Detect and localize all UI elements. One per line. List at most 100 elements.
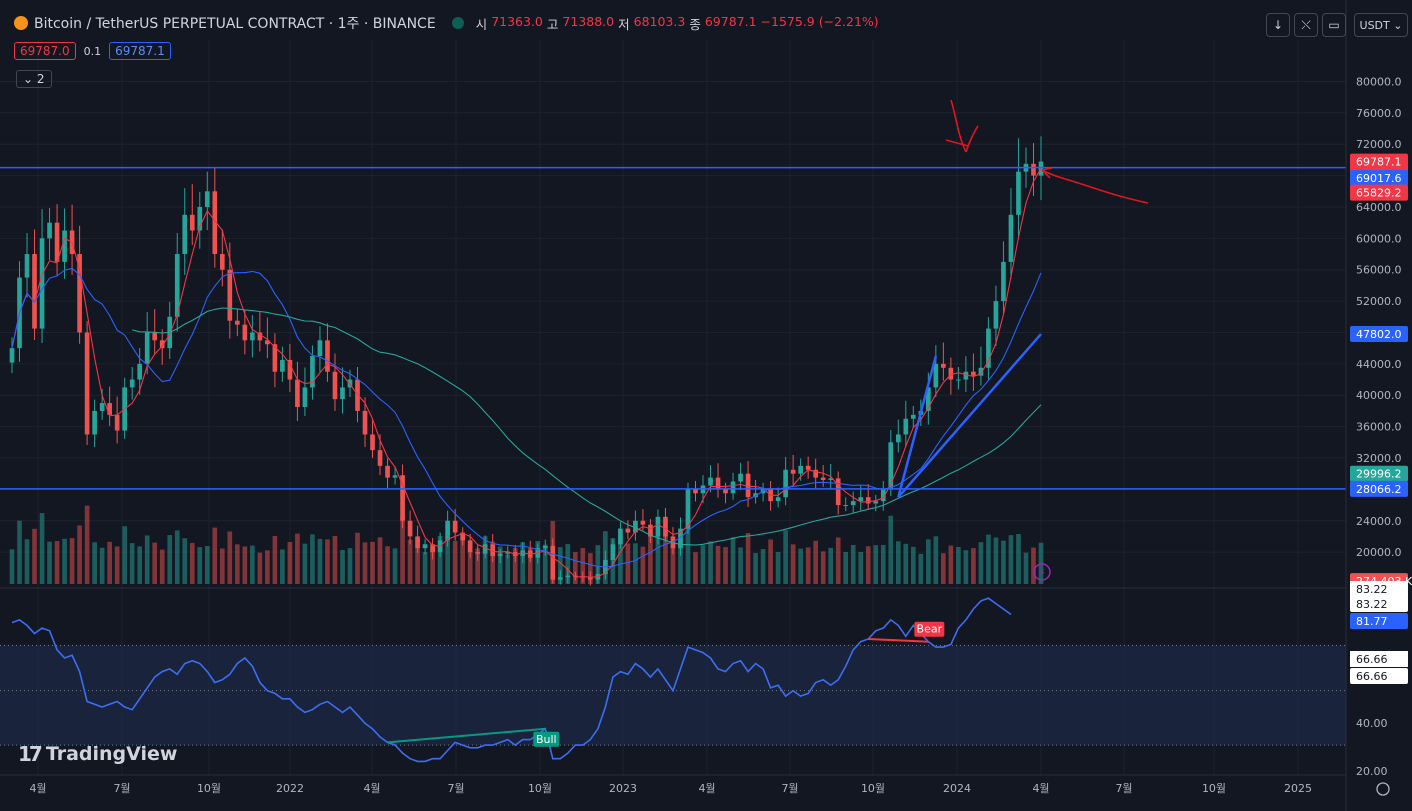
volume-bar bbox=[505, 554, 511, 584]
candle-body bbox=[430, 544, 435, 553]
candle-body bbox=[295, 379, 300, 408]
volume-bar bbox=[452, 541, 458, 584]
price-label-bg bbox=[1350, 465, 1408, 482]
high-label: 고 bbox=[546, 16, 559, 32]
hand-drawn-arrow bbox=[1041, 167, 1149, 204]
indicators-toggle-button[interactable]: ⌄ 2 bbox=[16, 70, 52, 88]
volume-bar bbox=[640, 546, 646, 584]
bitcoin-logo-icon bbox=[14, 16, 28, 30]
candle-body bbox=[850, 501, 856, 506]
candle-body bbox=[640, 520, 646, 525]
candle-body bbox=[956, 379, 961, 381]
candle-body bbox=[1008, 214, 1014, 262]
volume-bar bbox=[926, 539, 931, 584]
candle-body bbox=[415, 536, 420, 549]
candle-body bbox=[467, 540, 473, 553]
volume-bar bbox=[24, 539, 30, 584]
volume-bar bbox=[122, 526, 127, 584]
candle-body bbox=[835, 478, 841, 506]
volume-bar bbox=[595, 545, 601, 584]
volume-bar bbox=[265, 550, 270, 584]
fullscreen-icon[interactable]: ▭ bbox=[1322, 13, 1346, 37]
candle-body bbox=[730, 481, 736, 494]
volume-bar bbox=[152, 542, 158, 584]
volume-bar bbox=[430, 544, 435, 584]
candle-body bbox=[557, 577, 563, 580]
candle-body bbox=[317, 340, 323, 357]
volume-bar bbox=[1001, 540, 1006, 584]
volume-bar bbox=[159, 549, 165, 584]
volume-bar bbox=[437, 536, 443, 584]
volume-bar bbox=[685, 513, 691, 584]
volume-bar bbox=[648, 535, 653, 584]
candle-body bbox=[805, 465, 811, 470]
price-label-bg bbox=[1350, 326, 1408, 343]
candle-body bbox=[287, 359, 293, 380]
candle-body bbox=[62, 230, 67, 262]
volume-bar bbox=[182, 538, 188, 584]
price-label: 29996.2 bbox=[1356, 468, 1402, 481]
collapse-icon[interactable]: ⤬ bbox=[1294, 13, 1318, 37]
candle-body bbox=[392, 475, 398, 478]
candle-body bbox=[129, 379, 135, 388]
candle-body bbox=[77, 254, 82, 333]
volume-bar bbox=[753, 553, 758, 584]
ma-fast-line bbox=[11, 167, 1042, 578]
tradingview-logo-icon: 17 bbox=[18, 742, 43, 766]
candle-body bbox=[783, 469, 788, 498]
volume-bar bbox=[835, 537, 841, 584]
volume-bar bbox=[768, 539, 773, 584]
volume-bar bbox=[197, 547, 203, 584]
candle-body bbox=[265, 340, 270, 345]
buy-button[interactable]: 69787.1 bbox=[109, 42, 171, 60]
close-label: 종 bbox=[689, 16, 701, 32]
rsi-tick-label: 20.00 bbox=[1356, 765, 1388, 778]
currency-select[interactable]: USDT ⌄ bbox=[1354, 13, 1408, 37]
volume-bar bbox=[910, 546, 916, 584]
time-tick-label: 10월 bbox=[1202, 782, 1226, 795]
currency-label: USDT bbox=[1359, 18, 1390, 32]
price-axis: 80000.076000.072000.068000.064000.060000… bbox=[1345, 0, 1412, 811]
annotations: Bear Bull ⚡ bbox=[387, 99, 1149, 747]
ma-mid-line bbox=[11, 267, 1042, 568]
volume-bar bbox=[497, 546, 503, 584]
price-axis-bg bbox=[1346, 0, 1412, 811]
sell-button[interactable]: 69787.0 bbox=[14, 42, 76, 60]
trend-line-lower bbox=[897, 333, 1042, 499]
symbol-title[interactable]: Bitcoin / TetherUS PERPETUAL CONTRACT · … bbox=[34, 16, 436, 32]
volume-bars bbox=[9, 505, 1044, 584]
volume-bar bbox=[527, 547, 533, 584]
candle-body bbox=[1001, 261, 1006, 302]
volume-bar bbox=[422, 552, 428, 584]
candle-body bbox=[542, 545, 548, 549]
candle-body bbox=[92, 410, 97, 435]
volume-bar bbox=[580, 548, 586, 584]
volume-bar bbox=[1031, 547, 1036, 584]
volume-bar bbox=[850, 544, 856, 584]
candle-body bbox=[790, 469, 796, 474]
change-value: −1575.9 (−2.21%) bbox=[760, 13, 879, 29]
candle-body bbox=[137, 363, 143, 380]
candle-body bbox=[685, 489, 691, 529]
price-tick-label: 80000.0 bbox=[1356, 75, 1402, 88]
price-tick-label: 76000.0 bbox=[1356, 107, 1402, 120]
volume-bar bbox=[385, 546, 390, 584]
time-tick-label: 4월 bbox=[363, 782, 380, 795]
candle-body bbox=[54, 222, 60, 262]
volume-bar bbox=[39, 513, 45, 584]
scroll-down-icon[interactable]: ↓ bbox=[1266, 13, 1290, 37]
candle-body bbox=[377, 450, 383, 466]
candle-body bbox=[572, 575, 578, 577]
volume-bar bbox=[700, 545, 706, 584]
volume-bar bbox=[235, 544, 240, 584]
candle-body bbox=[610, 544, 616, 560]
volume-bar bbox=[144, 535, 150, 584]
candle-body bbox=[39, 238, 45, 329]
volume-bar bbox=[723, 547, 728, 584]
price-tick-label: 64000.0 bbox=[1356, 201, 1402, 214]
candle-body bbox=[422, 544, 428, 549]
candle-body bbox=[400, 475, 405, 521]
volume-bar bbox=[370, 541, 375, 584]
candle-body bbox=[865, 497, 871, 504]
candle-body bbox=[910, 414, 916, 419]
